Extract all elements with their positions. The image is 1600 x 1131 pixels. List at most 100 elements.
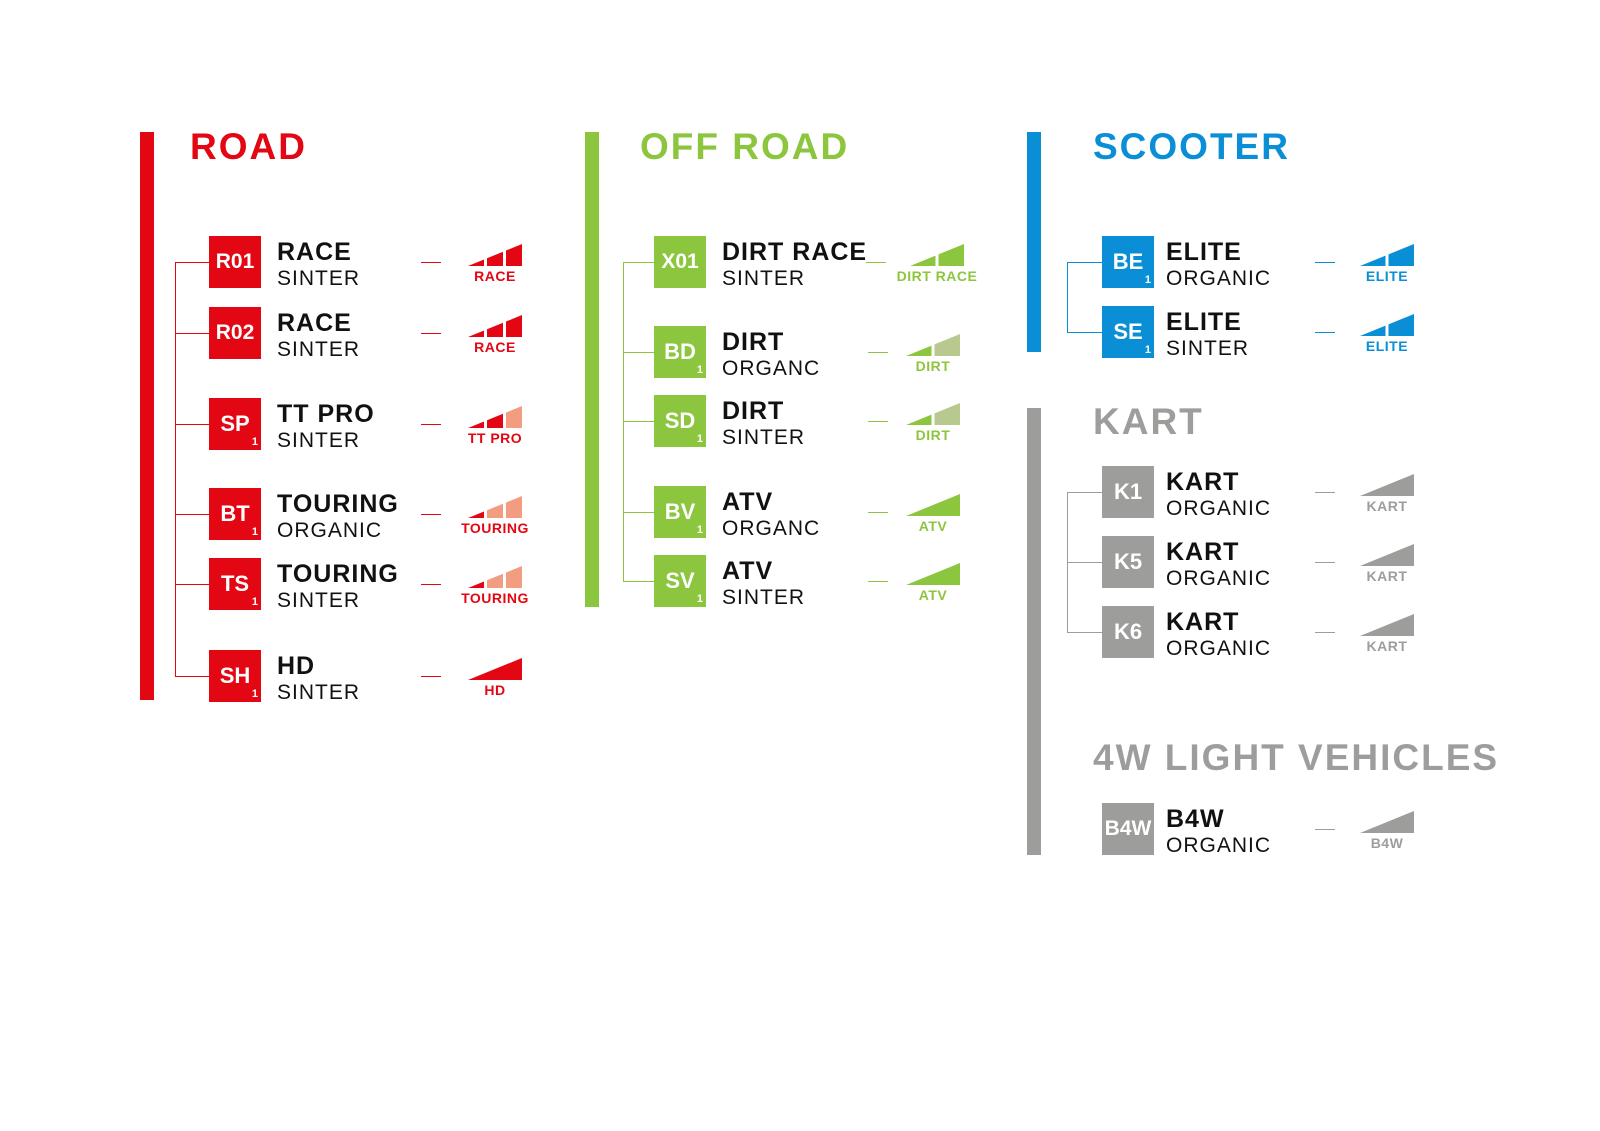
product-name: ELITE (1166, 238, 1242, 266)
product-material: SINTER (277, 589, 361, 612)
tree-branch (623, 581, 654, 582)
product-code-badge: SP 1 (209, 398, 261, 450)
code-subscript: 1 (251, 596, 258, 608)
product-material: SINTER (1166, 337, 1250, 360)
ramp-segment-filled (1388, 244, 1414, 266)
ramp-segment-filled (487, 322, 503, 337)
product-name: DIRT RACE (722, 238, 868, 266)
product-name: RACE (277, 238, 352, 266)
performance-label: RACE (474, 339, 516, 355)
product-material: ORGANIC (1166, 267, 1272, 290)
performance-ramp-icon (906, 403, 960, 425)
performance-ramp-icon (1360, 544, 1414, 566)
code-text: SE (1113, 319, 1143, 344)
tree-branch (175, 333, 209, 334)
tree-branch (175, 676, 209, 677)
tree-branch (623, 512, 654, 513)
product-material: ORGANIC (1166, 567, 1272, 590)
ramp-segment-filled (468, 259, 484, 266)
ramp-segment-filled (906, 494, 960, 516)
code-text: SD (664, 408, 696, 433)
connector-dash (1315, 829, 1335, 830)
ramp-segment-filled (468, 658, 522, 680)
performance-ramp-icon (1360, 614, 1414, 636)
performance-ramp-icon (1360, 474, 1414, 496)
performance-label: ATV (918, 518, 948, 534)
scooter-accent-bar (1027, 132, 1041, 352)
tree-branch (175, 424, 209, 425)
ramp-segment-filled (1360, 811, 1414, 833)
ramp-segment-filled (1360, 255, 1386, 266)
ramp-segment-filled (468, 581, 484, 588)
product-code-badge: SD 1 (654, 395, 706, 447)
performance-label: ELITE (1365, 268, 1409, 284)
performance-ramp-icon (468, 496, 522, 518)
product-name: RACE (277, 309, 352, 337)
ramp-segment-empty (506, 406, 522, 428)
ramp-segment-filled (1360, 325, 1386, 336)
product-name: HD (277, 652, 316, 680)
code-text: B4W (1104, 817, 1152, 840)
performance-label: B4W (1370, 835, 1404, 851)
ramp-segment-filled (468, 511, 484, 518)
code-text: SV (665, 568, 695, 593)
connector-dash (868, 581, 888, 582)
code-text: SP (220, 411, 250, 436)
product-name: DIRT (722, 397, 785, 425)
product-material: ORGANC (722, 517, 821, 540)
product-material: SINTER (277, 338, 361, 361)
product-code-badge: R01 (209, 236, 261, 288)
performance-ramp-icon (1360, 314, 1414, 336)
ramp-segment-filled (906, 345, 932, 356)
ramp-segment-filled (1388, 314, 1414, 336)
performance-ramp-icon (468, 406, 522, 428)
performance-label: TOURING (461, 590, 529, 606)
light4w-title: 4W LIGHT VEHICLES (1093, 737, 1500, 778)
code-text: BV (664, 499, 696, 524)
ramp-segment-filled (906, 414, 932, 425)
scooter-tree-line (1067, 262, 1068, 332)
performance-label: KART (1366, 568, 1408, 584)
product-material: ORGANC (722, 357, 821, 380)
connector-dash (1315, 332, 1335, 333)
code-text: K6 (1113, 619, 1143, 644)
code-subscript: 1 (251, 436, 258, 448)
product-name: DIRT (722, 328, 785, 356)
product-material: SINTER (722, 586, 806, 609)
performance-label: KART (1366, 498, 1408, 514)
code-text: K1 (1113, 479, 1143, 504)
product-name: ATV (722, 488, 774, 516)
product-code-badge: SH 1 (209, 650, 261, 702)
code-text: BT (220, 501, 250, 526)
ramp-segment-empty (934, 403, 960, 425)
offroad-title: OFF ROAD (640, 126, 850, 167)
performance-label: ELITE (1365, 338, 1409, 354)
product-material: SINTER (722, 426, 806, 449)
ramp-segment-filled (468, 330, 484, 337)
performance-label: TOURING (461, 520, 529, 536)
code-text: X01 (661, 250, 699, 273)
performance-label: KART (1366, 638, 1408, 654)
product-material: ORGANIC (277, 519, 383, 542)
product-code-badge: R02 (209, 307, 261, 359)
tree-branch (623, 421, 654, 422)
tree-branch (623, 262, 654, 263)
performance-ramp-icon (468, 658, 522, 680)
code-text: BE (1112, 249, 1144, 274)
product-code-badge: X01 (654, 236, 706, 288)
connector-dash (421, 262, 441, 263)
product-material: SINTER (277, 681, 361, 704)
connector-dash (1315, 492, 1335, 493)
product-material: ORGANIC (1166, 834, 1272, 857)
code-subscript: 1 (696, 593, 703, 605)
performance-ramp-icon (468, 566, 522, 588)
code-text: R02 (215, 321, 255, 344)
product-name: KART (1166, 608, 1240, 636)
connector-dash (866, 262, 886, 263)
ramp-segment-filled (1360, 614, 1414, 636)
tree-branch (623, 352, 654, 353)
connector-dash (421, 584, 441, 585)
product-name: TOURING (277, 490, 399, 518)
product-name: ATV (722, 557, 774, 585)
kart-accent-bar (1027, 408, 1041, 855)
